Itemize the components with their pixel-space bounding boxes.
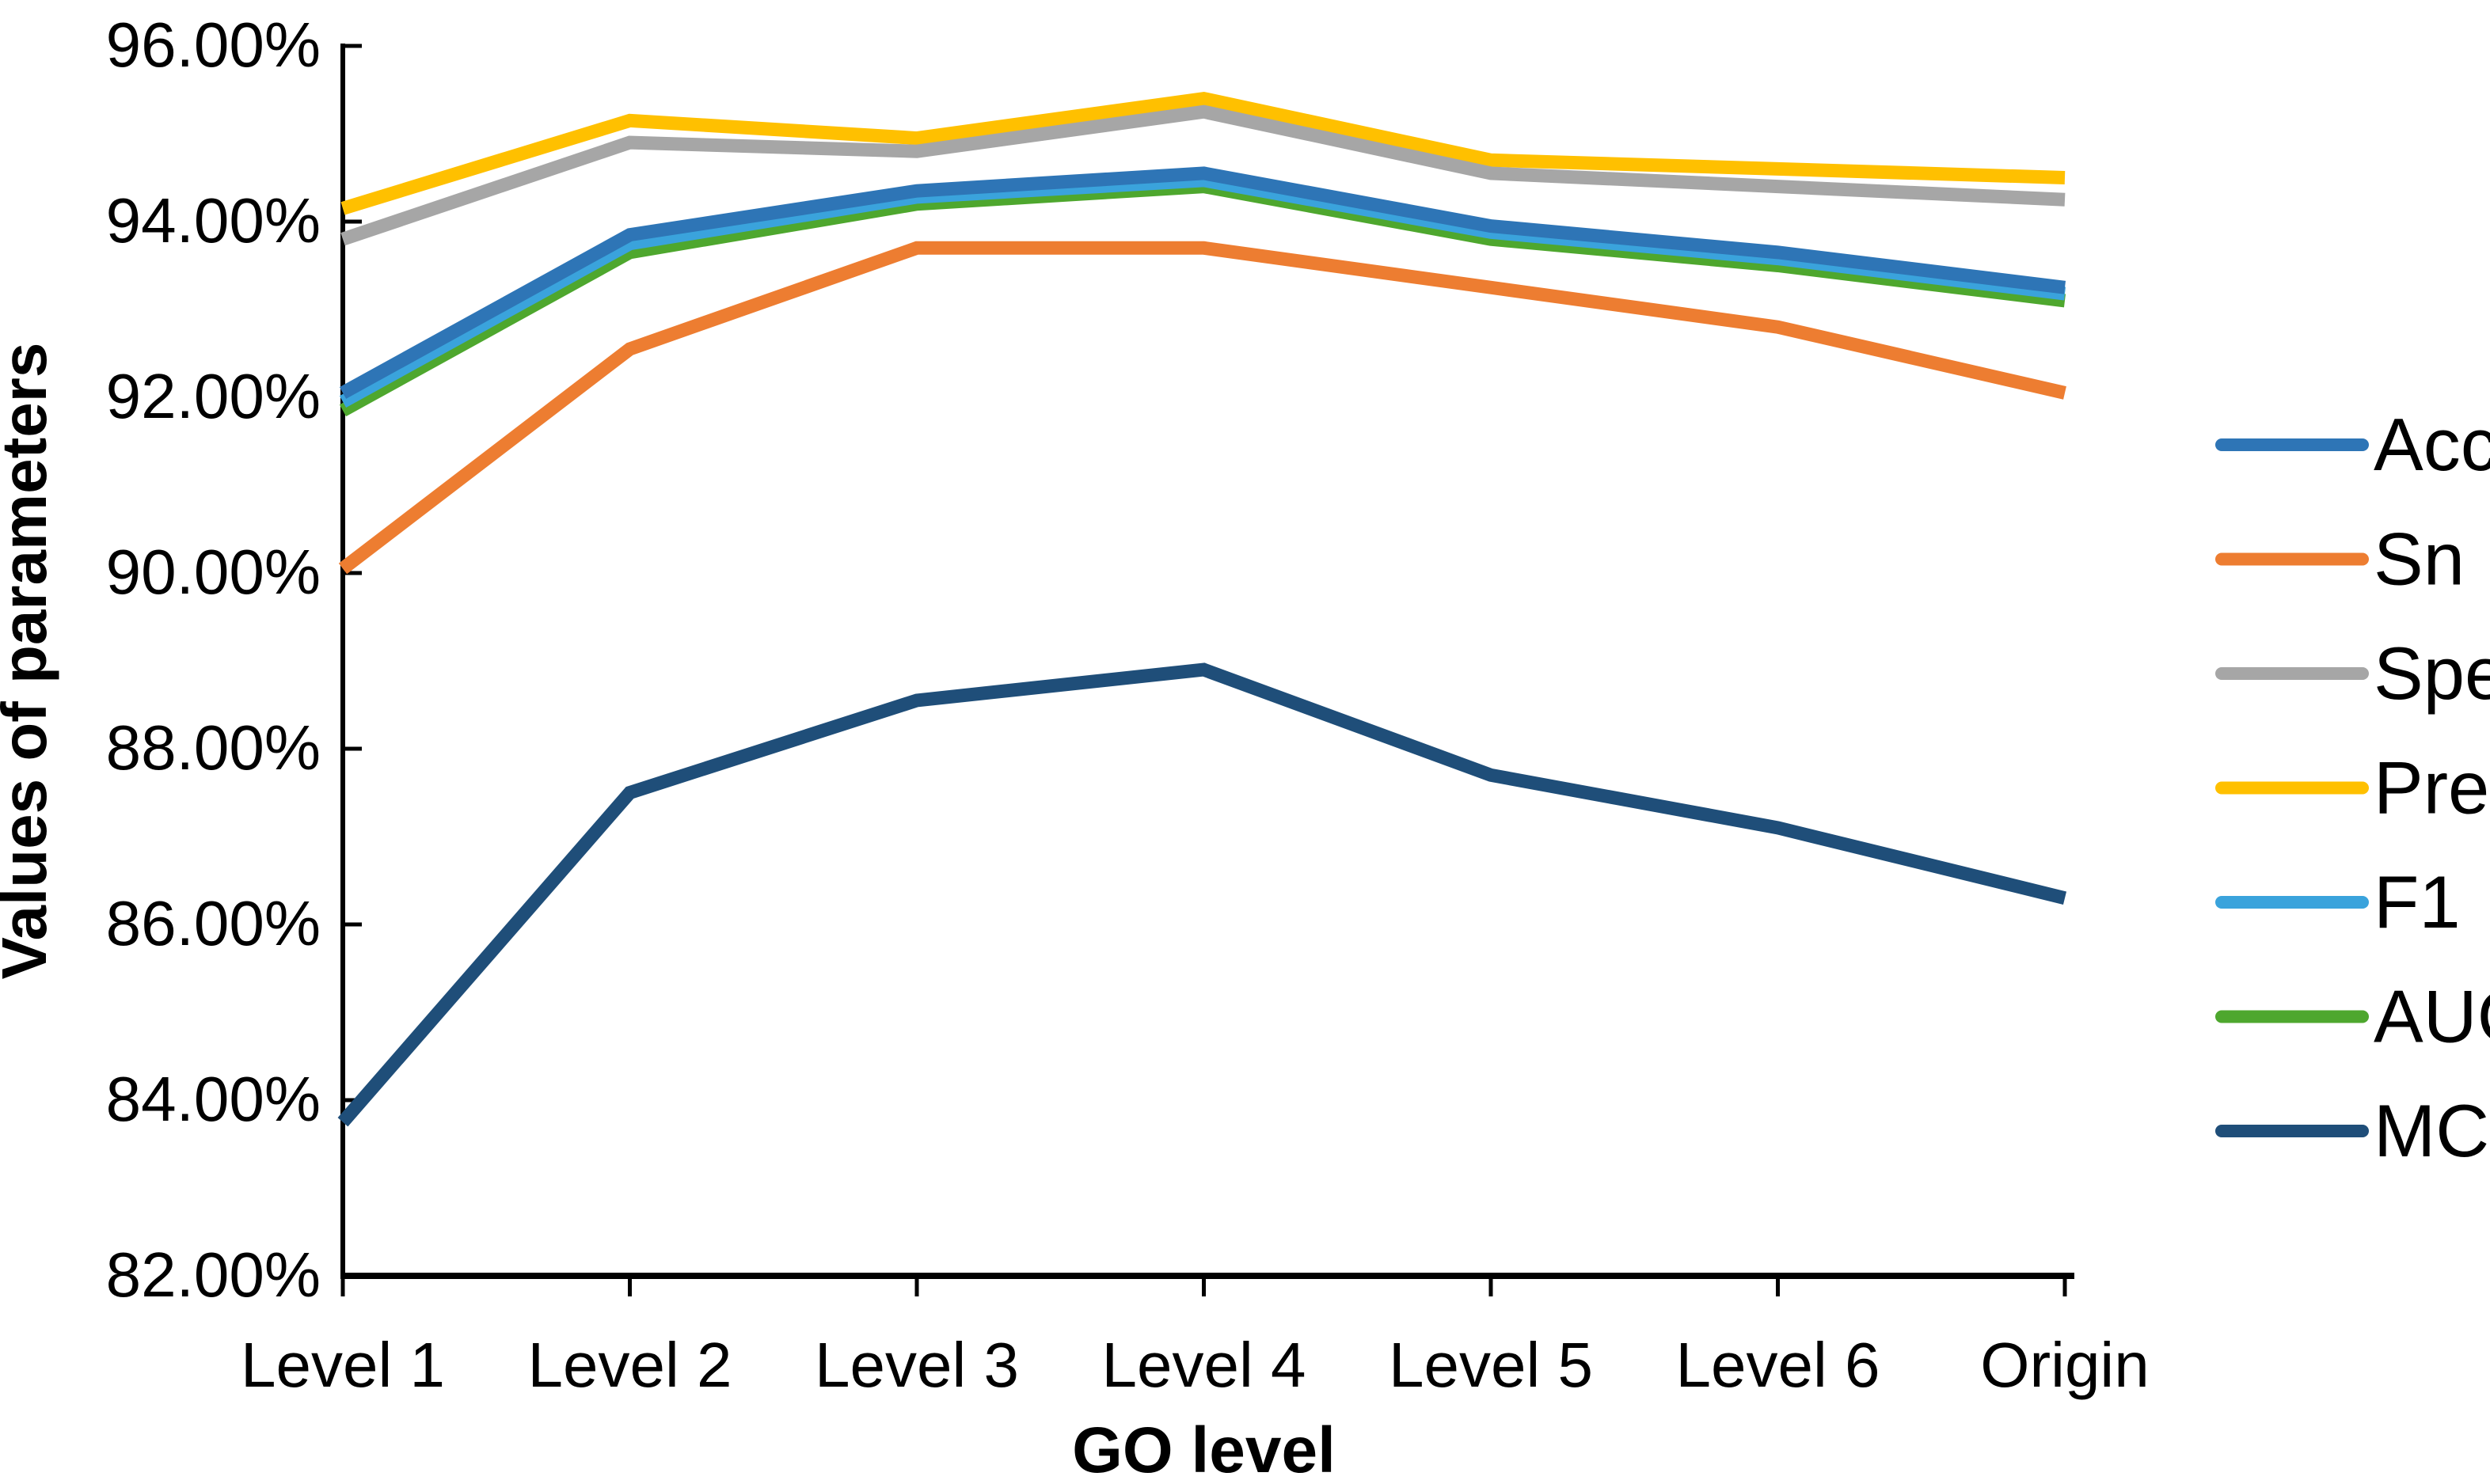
y-tick-label: 92.00% xyxy=(106,361,321,431)
y-tick-label: 86.00% xyxy=(106,888,321,958)
series-line-mcc xyxy=(337,662,2067,1127)
x-tick-label: Origin xyxy=(1980,1330,2149,1400)
x-tick-label: Level 3 xyxy=(815,1330,1019,1400)
x-tick-label: Level 6 xyxy=(1676,1330,1880,1400)
x-tick-label: Level 5 xyxy=(1389,1330,1593,1400)
legend-label-pre: Pre xyxy=(2374,746,2489,829)
legend-label-acc: Acc xyxy=(2374,403,2490,486)
y-tick-label: 96.00% xyxy=(106,9,321,80)
legend-label-sn: Sn xyxy=(2374,518,2465,601)
y-tick-label: 94.00% xyxy=(106,185,321,256)
legend-label-spe: Spe xyxy=(2374,632,2490,715)
x-tick-label: Level 1 xyxy=(241,1330,445,1400)
y-tick-label: 90.00% xyxy=(106,537,321,607)
y-tick-label: 82.00% xyxy=(106,1239,321,1310)
y-tick-label: 84.00% xyxy=(106,1064,321,1134)
y-axis-title: Values of parameters xyxy=(0,343,59,980)
series-line-acc xyxy=(339,166,2066,399)
series-line-sn xyxy=(338,241,2066,575)
x-tick-label: Level 4 xyxy=(1102,1330,1306,1400)
x-tick-label: Level 2 xyxy=(528,1330,732,1400)
y-tick-label: 88.00% xyxy=(106,712,321,783)
x-axis-title: GO level xyxy=(1072,1414,1336,1484)
legend-label-f1: F1 xyxy=(2374,860,2461,943)
series-line-spe xyxy=(340,104,2066,246)
legend-label-auc: AUC xyxy=(2374,975,2490,1058)
legend-label-mcc: MCC xyxy=(2374,1089,2490,1172)
series-line-pre xyxy=(340,91,2066,215)
